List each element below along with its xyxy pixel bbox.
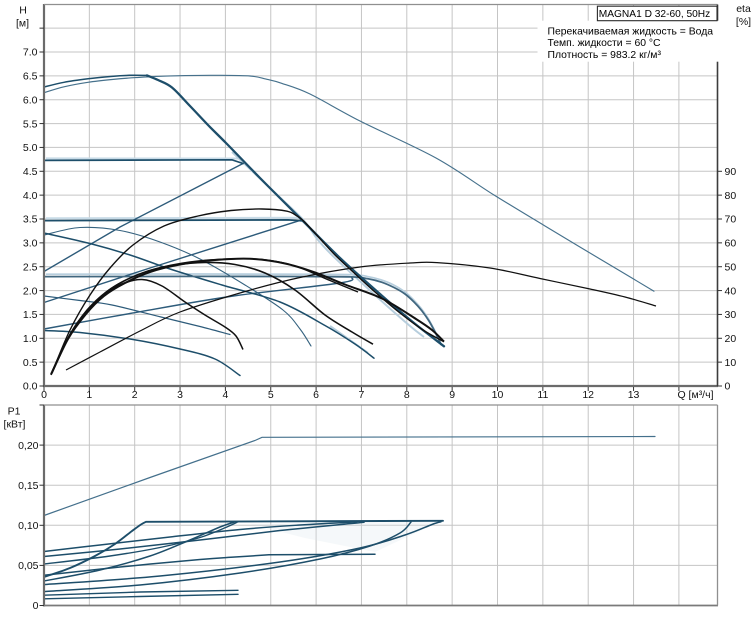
svg-text:0,05: 0,05: [18, 560, 39, 572]
svg-text:0,10: 0,10: [18, 520, 39, 532]
svg-text:7: 7: [359, 389, 365, 401]
svg-text:Q [м³/ч]: Q [м³/ч]: [677, 389, 713, 401]
svg-text:6.5: 6.5: [23, 71, 38, 83]
svg-text:Темп. жидкости = 60 °C: Темп. жидкости = 60 °C: [548, 38, 662, 49]
svg-text:3.0: 3.0: [23, 238, 38, 250]
svg-text:7.0: 7.0: [23, 47, 38, 59]
svg-text:13: 13: [628, 389, 640, 401]
svg-text:6.0: 6.0: [23, 94, 38, 106]
svg-text:12: 12: [582, 389, 594, 401]
svg-text:90: 90: [725, 166, 737, 178]
svg-text:Плотность = 983.2 кг/м³: Плотность = 983.2 кг/м³: [548, 50, 662, 61]
svg-text:3: 3: [177, 389, 183, 401]
svg-text:10: 10: [725, 357, 737, 369]
svg-text:1.5: 1.5: [23, 309, 38, 321]
svg-text:2: 2: [132, 389, 138, 401]
svg-text:2.5: 2.5: [23, 261, 38, 273]
svg-text:5.0: 5.0: [23, 142, 38, 154]
svg-text:5.5: 5.5: [23, 118, 38, 130]
svg-text:40: 40: [725, 285, 737, 297]
svg-text:H: H: [19, 5, 27, 17]
svg-text:0,15: 0,15: [18, 480, 39, 492]
svg-text:6: 6: [313, 389, 319, 401]
svg-text:P1: P1: [8, 406, 21, 418]
svg-text:4.0: 4.0: [23, 190, 38, 202]
svg-text:60: 60: [725, 238, 737, 250]
svg-text:5: 5: [268, 389, 274, 401]
svg-text:Перекачиваемая жидкость = Вода: Перекачиваемая жидкость = Вода: [548, 26, 714, 37]
svg-text:1.0: 1.0: [23, 333, 38, 345]
svg-text:9: 9: [449, 389, 455, 401]
svg-text:1: 1: [86, 389, 92, 401]
svg-text:30: 30: [725, 309, 737, 321]
svg-text:50: 50: [725, 261, 737, 273]
svg-text:[м]: [м]: [16, 18, 29, 30]
svg-text:20: 20: [725, 333, 737, 345]
svg-text:0,20: 0,20: [18, 440, 39, 452]
svg-text:2.0: 2.0: [23, 285, 38, 297]
svg-text:0.0: 0.0: [23, 381, 38, 393]
svg-text:[%]: [%]: [736, 16, 751, 28]
svg-text:eta: eta: [736, 3, 751, 15]
svg-text:MAGNA1 D 32-60, 50Hz: MAGNA1 D 32-60, 50Hz: [599, 9, 711, 20]
svg-text:3.5: 3.5: [23, 214, 38, 226]
svg-text:0: 0: [33, 600, 39, 612]
svg-text:11: 11: [537, 389, 548, 401]
svg-text:0.5: 0.5: [23, 357, 38, 369]
svg-text:70: 70: [725, 214, 737, 226]
svg-text:4: 4: [222, 389, 228, 401]
svg-text:4.5: 4.5: [23, 166, 38, 178]
svg-text:8: 8: [404, 389, 410, 401]
svg-text:0: 0: [725, 381, 731, 393]
svg-text:80: 80: [725, 190, 737, 202]
svg-text:0: 0: [41, 389, 47, 401]
svg-text:10: 10: [492, 389, 504, 401]
svg-text:[кВт]: [кВт]: [4, 419, 26, 431]
